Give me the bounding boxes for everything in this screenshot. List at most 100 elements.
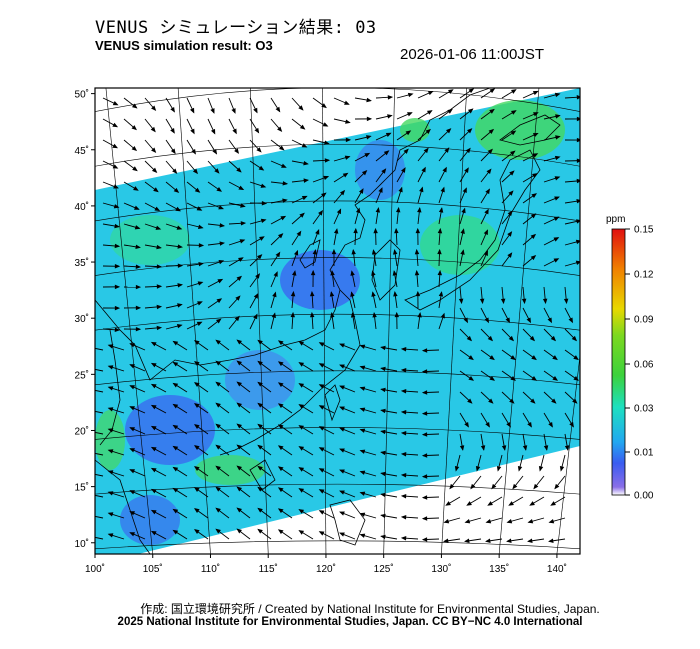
wind-arrow	[466, 496, 482, 506]
wind-arrow	[459, 207, 466, 225]
wind-arrow	[375, 132, 392, 141]
wind-arrow	[150, 362, 167, 372]
wind-arrow	[270, 198, 288, 204]
wind-arrow	[298, 446, 314, 456]
wind-arrow	[186, 243, 205, 248]
wind-vectors	[95, 88, 580, 543]
wind-arrow	[400, 346, 419, 352]
wind-arrow	[107, 491, 125, 498]
wind-arrow	[291, 230, 302, 246]
wind-arrow	[186, 321, 203, 330]
wind-arrow	[207, 160, 220, 174]
wind-arrow	[375, 95, 394, 100]
wind-arrow	[249, 218, 267, 225]
wind-arrow	[522, 112, 539, 120]
wind-arrow	[144, 325, 163, 331]
wind-arrow	[257, 486, 272, 498]
wind-arrow	[291, 118, 306, 130]
wind-arrow	[421, 390, 440, 395]
wind-arrow	[564, 307, 573, 324]
wind-arrow	[421, 411, 440, 416]
wind-arrow	[421, 474, 440, 479]
wind-arrow	[215, 528, 230, 540]
wind-arrow	[207, 202, 225, 210]
wind-arrow	[228, 160, 242, 173]
wind-arrow	[186, 118, 195, 135]
wind-arrow	[144, 202, 161, 212]
wind-arrow	[257, 423, 272, 435]
wind-arrow	[329, 291, 335, 309]
wind-arrow	[396, 148, 409, 162]
wind-arrow	[312, 210, 323, 225]
parallel	[95, 144, 580, 167]
lat-tick-label: 40˚	[75, 201, 89, 213]
wind-arrow	[270, 97, 281, 113]
wind-arrow	[417, 147, 429, 162]
wind-arrow	[172, 466, 188, 477]
wind-arrow	[215, 402, 230, 414]
wind-arrow	[270, 291, 277, 309]
wind-arrow	[371, 270, 377, 288]
wind-arrow	[207, 118, 216, 135]
wind-arrow	[207, 181, 223, 192]
wind-arrow	[392, 270, 398, 288]
wind-arrow	[396, 112, 413, 120]
wind-arrow	[194, 445, 209, 456]
wind-arrow	[415, 227, 421, 246]
wind-arrow	[400, 430, 419, 436]
wind-arrow	[215, 360, 230, 372]
wind-arrow	[548, 538, 566, 543]
wind-arrow	[129, 343, 146, 351]
wind-arrow	[150, 425, 167, 435]
wind-arrow	[333, 118, 351, 124]
wind-arrow	[165, 139, 176, 155]
wind-arrow	[172, 382, 188, 393]
wind-arrow	[123, 284, 142, 290]
wind-arrow	[207, 97, 215, 114]
wind-arrow	[277, 361, 293, 372]
wind-arrow	[207, 318, 222, 330]
colorbar-tick-label: 0.12	[634, 270, 654, 281]
wind-arrow	[500, 286, 506, 305]
wind-arrow	[459, 167, 469, 183]
wind-arrow	[375, 150, 390, 162]
wind-arrow	[522, 90, 539, 99]
wind-arrow	[102, 223, 120, 229]
wind-arrow	[480, 307, 489, 324]
wind-arrow	[522, 328, 536, 342]
wind-arrow	[396, 130, 412, 141]
low-o3-area	[125, 395, 215, 465]
wind-arrow	[380, 408, 398, 414]
wind-arrow	[437, 248, 442, 267]
wind-arrow	[339, 532, 356, 540]
wind-arrow	[270, 312, 276, 330]
wind-arrow	[443, 517, 461, 524]
wind-arrow	[543, 176, 561, 183]
wind-arrow	[522, 433, 528, 451]
wind-arrow	[228, 202, 246, 208]
wind-arrow	[207, 223, 226, 228]
wind-arrow	[123, 160, 138, 172]
wind-arrow	[290, 311, 295, 330]
title-english: VENUS simulation result: O3	[95, 38, 273, 53]
wind-arrow	[102, 263, 121, 269]
wind-arrow	[277, 466, 293, 477]
wind-arrow	[543, 433, 549, 451]
wind-arrow	[207, 139, 218, 155]
wind-arrow	[459, 349, 474, 361]
lon-tick-label: 100˚	[85, 563, 105, 575]
wind-arrow	[354, 116, 373, 122]
wind-arrow	[333, 97, 350, 105]
wind-arrow	[150, 446, 167, 456]
colorbar-tick-label: 0.06	[634, 360, 654, 371]
lon-tick-label: 125˚	[374, 563, 394, 575]
wind-arrow	[333, 189, 346, 204]
wind-arrow	[400, 472, 419, 478]
wind-arrow	[380, 513, 398, 519]
wind-arrow	[236, 444, 251, 456]
wind-arrow	[102, 97, 119, 106]
wind-arrow	[480, 250, 488, 267]
wind-arrow	[543, 196, 560, 204]
wind-arrow	[501, 328, 515, 342]
wind-arrow	[194, 487, 209, 498]
